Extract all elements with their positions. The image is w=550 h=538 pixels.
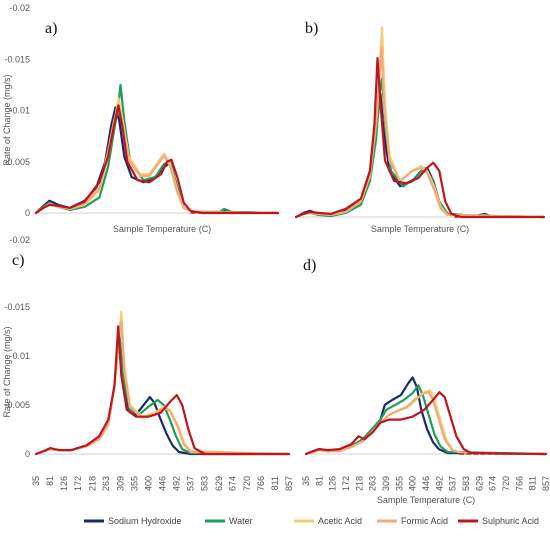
- x-tick-label: 355: [129, 476, 139, 491]
- y-tick-label: -0.01: [9, 106, 30, 116]
- series-line-water: [294, 77, 546, 219]
- y-tick-label: 0: [25, 449, 30, 459]
- series-line-sulphuric-acid: [34, 104, 280, 215]
- panel-b: b) Sample Temperature (C): [294, 20, 546, 234]
- x-tick-label: 583: [200, 476, 210, 491]
- x-tick-label: 857: [284, 476, 294, 491]
- x-tick-label: 674: [228, 476, 238, 491]
- series-line-sulphuric-acid: [304, 391, 548, 456]
- x-tick-label: 309: [381, 476, 391, 491]
- legend-label: Water: [229, 516, 253, 526]
- series-line-water: [304, 384, 548, 456]
- x-tick-label: 446: [158, 476, 168, 491]
- legend-label: Acetic Acid: [318, 516, 362, 526]
- x-tick-label: 81: [45, 476, 55, 486]
- x-tick-label: 172: [341, 476, 351, 491]
- series-line-acetic-acid: [294, 26, 546, 219]
- y-tick-label: -0.02: [9, 3, 30, 13]
- x-tick-label: 446: [421, 476, 431, 491]
- y-axis-label: Rate of Change (mg/s): [2, 74, 12, 165]
- series-line-sodium-hydroxide: [34, 106, 280, 215]
- y-tick-label: -0.005: [4, 400, 30, 410]
- y-tick-label: -0.02: [9, 235, 30, 245]
- x-tick-label: 355: [394, 476, 404, 491]
- x-tick-label: 583: [461, 476, 471, 491]
- x-axis-label: Sample Temperature (C): [377, 495, 475, 505]
- x-tick-label: 537: [186, 476, 196, 491]
- series-line-formic-acid: [294, 46, 546, 219]
- x-tick-label: 263: [368, 476, 378, 491]
- x-tick-label: 811: [528, 476, 538, 490]
- x-tick-label: 263: [101, 476, 111, 491]
- panel-label: a): [45, 20, 57, 37]
- x-tick-label: 172: [73, 476, 83, 491]
- y-tick-label: -0.015: [4, 54, 30, 64]
- x-tick-label: 720: [501, 476, 511, 491]
- x-axis-label: Sample Temperature (C): [371, 224, 469, 234]
- x-tick-label: 674: [488, 476, 498, 491]
- y-tick-label: -0.005: [4, 157, 30, 167]
- y-axis-label: Rate of Change (mg/s): [2, 326, 12, 417]
- panel-label: d): [303, 257, 316, 274]
- x-tick-label: 400: [143, 476, 153, 491]
- series-line-water: [34, 83, 280, 215]
- x-tick-label: 492: [172, 476, 182, 491]
- panel-label: c): [12, 252, 24, 269]
- legend: Sodium Hydroxide Water Acetic Acid Formic A…: [84, 516, 539, 526]
- series-line-sodium-hydroxide: [34, 335, 291, 456]
- x-tick-label: 629: [474, 476, 484, 491]
- y-tick-label: -0.01: [9, 351, 30, 361]
- series-line-acetic-acid: [34, 310, 291, 456]
- x-tick-label: 126: [328, 476, 338, 491]
- x-tick-label: 720: [242, 476, 252, 491]
- series-line-sodium-hydroxide: [304, 376, 548, 456]
- legend-label: Sodium Hydroxide: [108, 516, 182, 526]
- x-tick-label: 400: [408, 476, 418, 491]
- series-line-sodium-hydroxide: [294, 92, 546, 219]
- series-line-formic-acid: [304, 391, 548, 456]
- panel-a: a) Sample Temperature (C): [34, 20, 280, 234]
- x-axis-label: Sample Temperature (C): [113, 224, 211, 234]
- legend-label: Sulphuric Acid: [482, 516, 539, 526]
- series-line-water: [34, 330, 291, 456]
- series-line-acetic-acid: [34, 97, 280, 215]
- x-tick-label: 492: [434, 476, 444, 491]
- panel-d: d)35 81 126 172 218 263 309 355 400 446 492 537 583 6…: [301, 257, 550, 505]
- panel-label: b): [305, 20, 318, 37]
- x-tick-label: 766: [256, 476, 266, 491]
- x-tick-label: 35: [301, 476, 311, 486]
- series-line-formic-acid: [34, 320, 291, 456]
- x-tick-label: 857: [541, 476, 550, 491]
- x-tick-label: 126: [59, 476, 69, 491]
- y-tick-label: -0.015: [4, 302, 30, 312]
- x-tick-label: 766: [514, 476, 524, 491]
- series-line-formic-acid: [34, 104, 280, 215]
- series-line-sulphuric-acid: [34, 325, 291, 456]
- x-tick-label: 35: [31, 476, 41, 486]
- y-tick-label: 0: [25, 208, 30, 218]
- x-tick-label: 537: [448, 476, 458, 491]
- x-tick-label: 81: [314, 476, 324, 486]
- x-tick-label: 218: [87, 476, 97, 491]
- x-tick-label: 629: [214, 476, 224, 491]
- panel-c: c) 35 81 126 172 218 263 309 355 400 446 492 537 583 6…: [12, 252, 294, 491]
- series-line-sulphuric-acid: [294, 57, 546, 219]
- x-tick-label: 309: [115, 476, 125, 491]
- x-tick-label: 218: [354, 476, 364, 491]
- legend-label: Formic Acid: [401, 516, 448, 526]
- x-tick-label: 811: [270, 476, 280, 490]
